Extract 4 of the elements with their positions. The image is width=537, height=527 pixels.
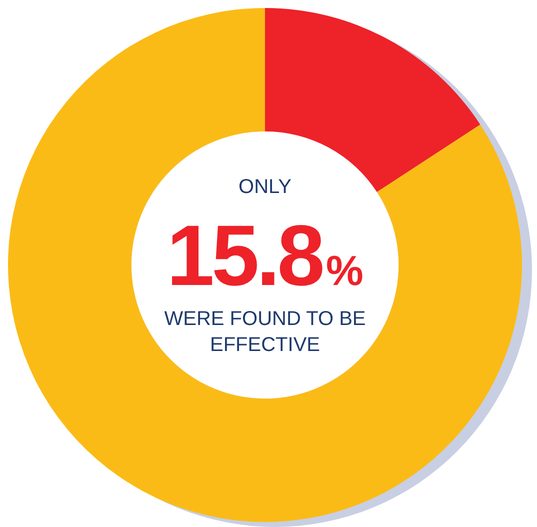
donut-slice xyxy=(8,8,522,522)
text: ONLY xyxy=(238,176,292,198)
text: WERE FOUND TO BE EFFECTIVE xyxy=(164,308,366,356)
text: 15.8% xyxy=(166,208,364,304)
